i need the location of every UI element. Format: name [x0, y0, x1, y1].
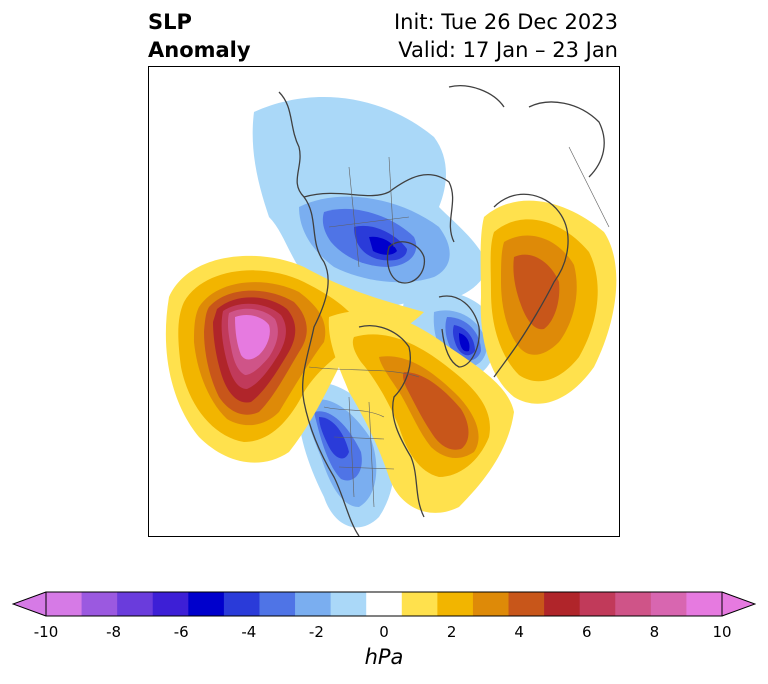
colorbar-tick-label: -10 — [33, 623, 59, 641]
coastlines — [278, 85, 605, 536]
colorbar-cell — [544, 592, 581, 616]
colorbar-cell — [437, 592, 474, 616]
colorbar-cell — [46, 592, 83, 616]
colorbar-cell — [579, 592, 616, 616]
political-boundaries — [308, 146, 610, 508]
negative-anomaly-north — [252, 97, 489, 307]
colorbar-ticks: -10 -8 -6 -4 -2 0 2 4 6 8 10 — [0, 623, 768, 643]
colorbar-extend-max — [722, 592, 755, 616]
colorbar-cell — [686, 592, 723, 616]
map-panel — [148, 66, 620, 537]
colorbar-tick-label: -6 — [173, 623, 189, 641]
colorbar-tick-label: 6 — [582, 623, 592, 641]
colorbar-cell — [330, 592, 367, 616]
colorbar-cell — [223, 592, 260, 616]
colorbar-tick-label: -2 — [308, 623, 324, 641]
colorbar-unit: hPa — [364, 645, 404, 669]
colorbar-tick-label: 2 — [446, 623, 457, 641]
colorbar-cell — [81, 592, 118, 616]
colorbar-cell — [295, 592, 332, 616]
colorbar-cell — [188, 592, 225, 616]
colorbar-cell — [650, 592, 687, 616]
valid-range: Valid: 17 Jan – 23 Jan — [398, 38, 618, 62]
positive-anomaly-greenland — [480, 200, 617, 404]
colorbar-cell — [366, 592, 403, 616]
colorbar-cell — [615, 592, 652, 616]
colorbar-tick-label: 10 — [712, 623, 732, 641]
colorbar-tick-label: -4 — [241, 623, 257, 641]
colorbar-extend-min — [13, 592, 46, 616]
colorbar-cell — [508, 592, 545, 616]
colorbar-cell — [401, 592, 438, 616]
colorbar-tick-label: 8 — [649, 623, 660, 641]
init-date: Init: Tue 26 Dec 2023 — [393, 10, 618, 34]
title-line-2: Anomaly — [148, 38, 251, 62]
init-valid-info: Init: Tue 26 Dec 2023 Valid: 17 Jan – 23… — [394, 8, 618, 64]
colorbar-cell — [259, 592, 296, 616]
colorbar-tick-label: -8 — [106, 623, 122, 641]
positive-anomaly-pacific — [165, 255, 425, 463]
colorbar-cell — [472, 592, 510, 616]
anomaly-map — [165, 85, 617, 536]
colorbar-cell — [117, 592, 154, 616]
colorbar — [12, 591, 756, 617]
colorbar-tick-label: 4 — [514, 623, 524, 641]
colorbar-cell — [152, 592, 189, 616]
positive-anomaly-atlantic — [328, 311, 514, 513]
title-line-1: SLP — [148, 10, 192, 34]
map-title: SLP Anomaly — [148, 8, 251, 64]
colorbar-tick-label: 0 — [379, 623, 389, 641]
